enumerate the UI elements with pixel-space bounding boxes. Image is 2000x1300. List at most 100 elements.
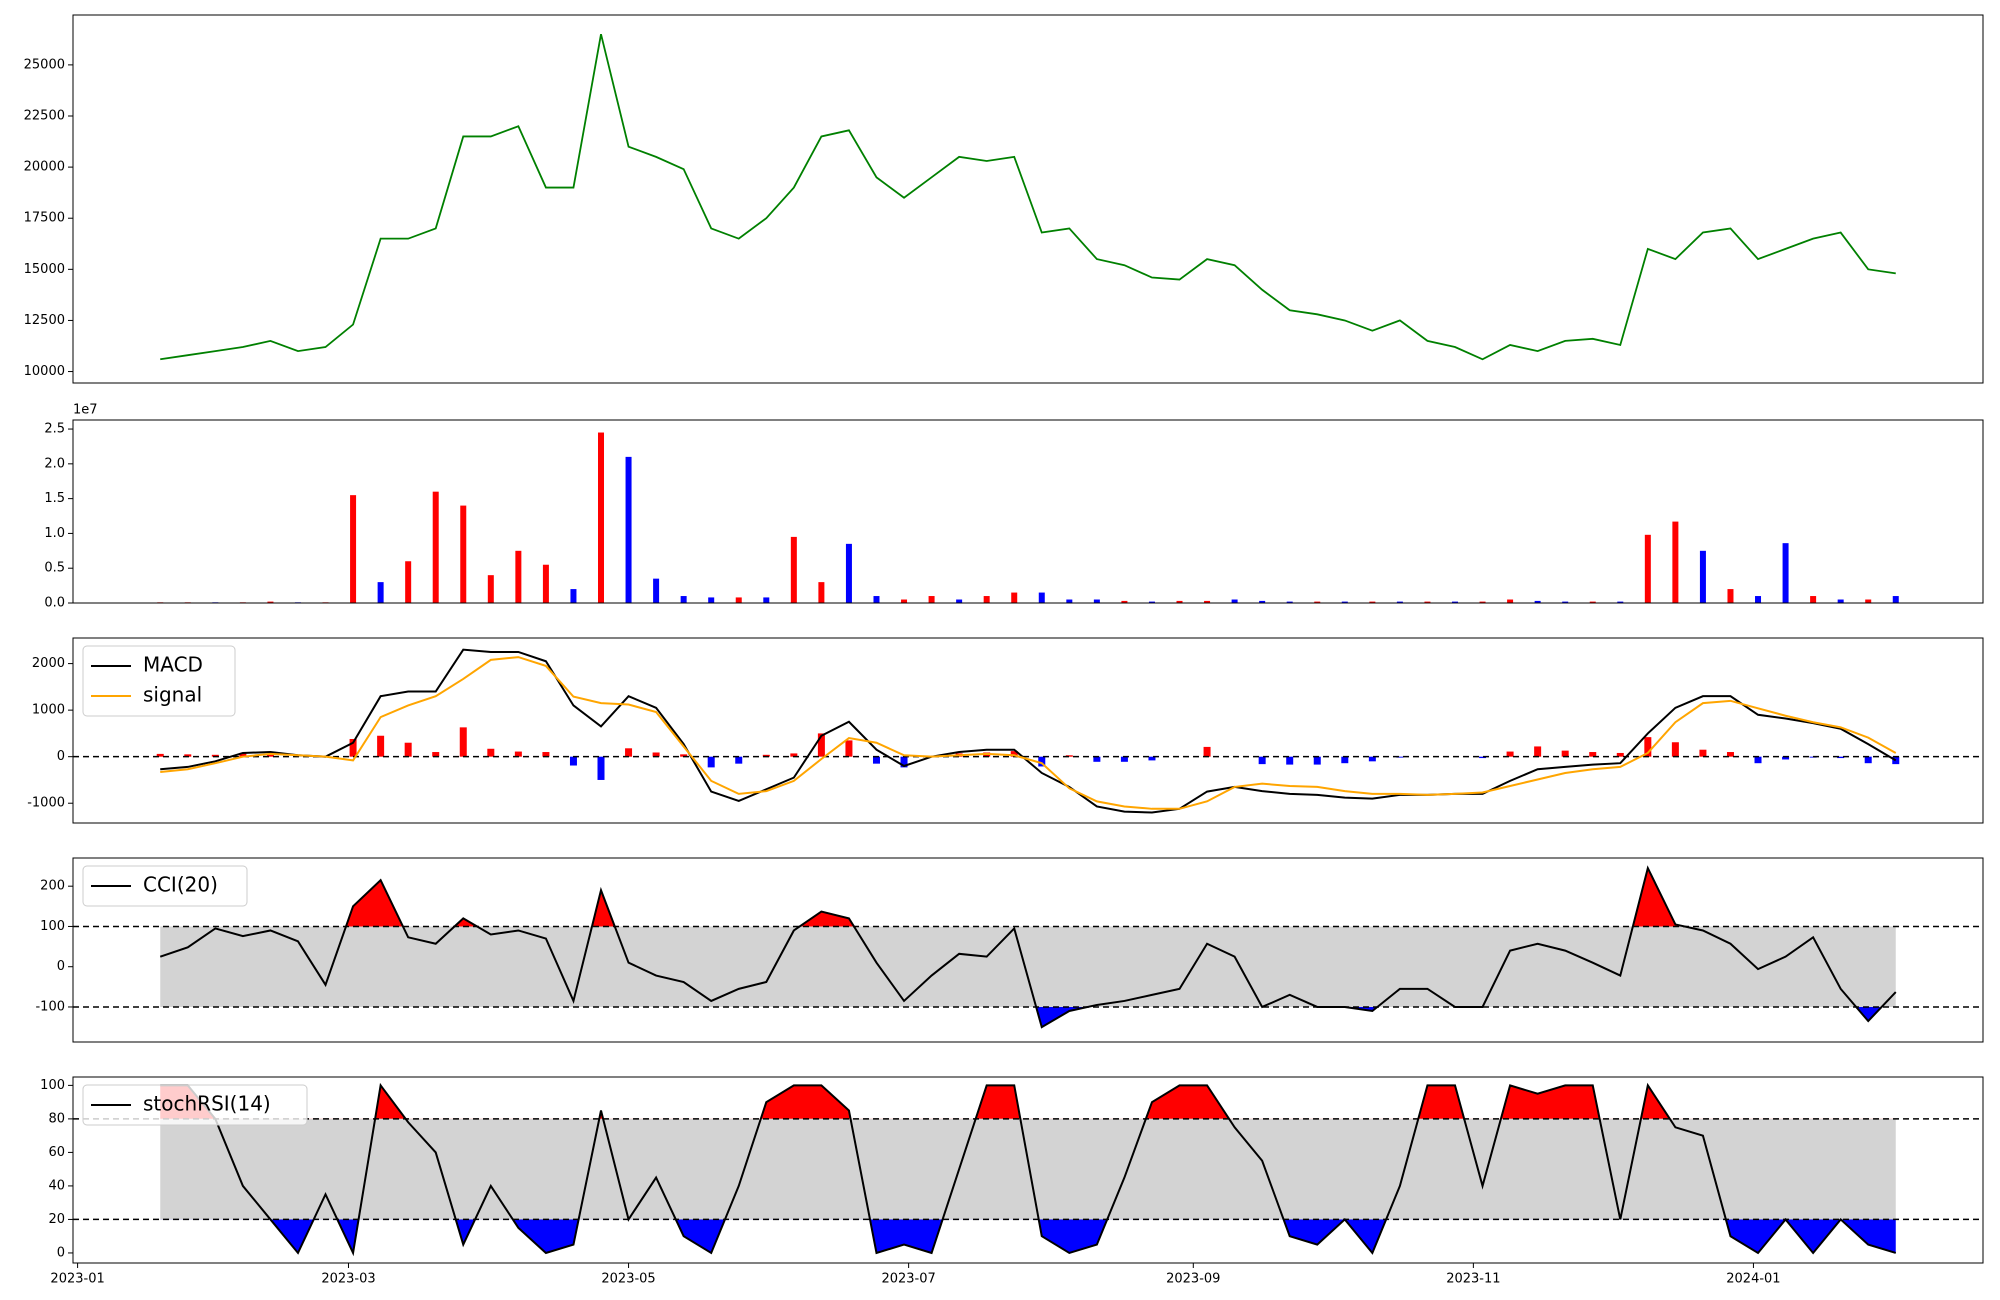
volume-bar (1507, 599, 1514, 603)
y-tick-label: 0 (57, 959, 65, 974)
histogram-bar (680, 754, 688, 757)
histogram-bar (1506, 751, 1514, 757)
histogram-bar (487, 748, 495, 757)
volume-bar (1617, 601, 1624, 603)
indicator-line (159, 865, 1897, 1029)
histogram-bar (707, 756, 715, 768)
x-tick-label: 2024-01 (1726, 1272, 1780, 1287)
volume-bar (542, 564, 549, 603)
panel: 0.0 0.5 1.0 1.5 2.0 2.5 1e7 (44, 403, 1984, 611)
volume-bar (763, 597, 770, 603)
histogram-bar (1892, 756, 1900, 765)
x-tick-label: 2023-07 (881, 1272, 935, 1287)
indicator-line (160, 1082, 1897, 1257)
volume-bar (928, 596, 935, 603)
histogram-bar (1286, 756, 1294, 765)
volume-bar (735, 597, 742, 603)
y-tick-label: 60 (48, 1145, 65, 1160)
indicator-line (160, 648, 1897, 814)
volume-bar (845, 543, 852, 603)
volume-bar (1314, 601, 1321, 603)
volume-bar (1782, 543, 1789, 603)
panel: -1000 0 1000 2000 MACD signal (27, 637, 1984, 824)
volume-bar (1424, 601, 1431, 603)
axis-offset-label: 1e7 (73, 403, 98, 418)
volume-bar (1755, 596, 1762, 603)
histogram-bar (1120, 756, 1128, 762)
histogram-bar (1561, 750, 1569, 757)
histogram-bar (1038, 756, 1046, 767)
y-tick-label: 0 (57, 1245, 65, 1260)
y-tick-label: 80 (48, 1111, 65, 1126)
y-tick-label: 2.0 (44, 456, 65, 471)
volume-bar (267, 601, 274, 603)
volume-bar (405, 561, 412, 603)
volume-bar (598, 432, 605, 603)
volume-bar (1121, 600, 1128, 603)
volume-bar (460, 505, 467, 603)
histogram-bar (1065, 755, 1073, 757)
y-tick-label: 1.0 (44, 526, 65, 541)
histogram-bar (1644, 737, 1652, 757)
histogram-bar (845, 740, 853, 757)
histogram-bar (1341, 756, 1349, 764)
volume-bar (432, 491, 439, 603)
volume-bar (818, 582, 825, 603)
volume-bar (1259, 600, 1266, 603)
histogram-bar (211, 754, 219, 757)
volume-bar (1038, 592, 1045, 603)
volume-bar (1727, 589, 1734, 603)
panel-frame (72, 1076, 1984, 1264)
volume-bar (790, 536, 797, 603)
y-tick-label: 0.5 (44, 561, 65, 576)
y-tick-label: 22500 (24, 108, 65, 123)
histogram-bar (817, 733, 825, 757)
volume-bar (1066, 599, 1073, 603)
volume-bar (377, 582, 384, 603)
histogram-bar (404, 742, 412, 757)
neutral-band (160, 926, 1896, 1007)
histogram-bar (1313, 756, 1321, 765)
price-line (160, 34, 1896, 361)
volume-bar (625, 456, 632, 603)
volume-bar (1451, 601, 1458, 603)
legend-frame (82, 645, 236, 717)
y-tick-label: 12500 (24, 313, 65, 328)
volume-bar (1892, 596, 1899, 603)
y-tick-label: 17500 (24, 211, 65, 226)
plot-area (73, 648, 1983, 814)
histogram-bar (1534, 746, 1542, 757)
legend-label: CCI(20) (143, 873, 218, 897)
panel: 0 20 40 60 80 100 2023-01 2023-03 2023-05 2023-07… (40, 1076, 1984, 1287)
legend-frame (82, 865, 248, 907)
volume-bar (1837, 599, 1844, 603)
histogram-bar (266, 754, 274, 757)
histogram-bar (762, 754, 770, 757)
y-tick-label: 15000 (24, 262, 65, 277)
volume-bar (1011, 592, 1018, 603)
y-tick-label: 200 (40, 879, 65, 894)
panel-frame (72, 637, 1984, 824)
histogram-bar (459, 727, 467, 757)
histogram-bar (1671, 742, 1679, 757)
plot-area (160, 34, 1896, 361)
x-tick-label: 2023-01 (50, 1272, 104, 1287)
volume-bar (873, 596, 880, 603)
volume-bar (1672, 521, 1679, 603)
y-tick-label: 0 (57, 749, 65, 764)
histogram-bar (239, 752, 247, 757)
volume-bar (570, 589, 577, 603)
volume-bar (901, 599, 908, 603)
y-tick-label: -1000 (27, 796, 65, 811)
plot-area (157, 432, 1899, 603)
y-tick-label: 2.5 (44, 422, 65, 437)
volume-bar (983, 596, 990, 603)
legend: MACD signal (82, 645, 236, 717)
histogram-bar (184, 754, 192, 757)
histogram-bar (597, 756, 605, 780)
y-tick-label: 20 (48, 1212, 65, 1227)
y-tick-label: 0.0 (44, 596, 65, 611)
y-tick-label: 1.5 (44, 491, 65, 506)
